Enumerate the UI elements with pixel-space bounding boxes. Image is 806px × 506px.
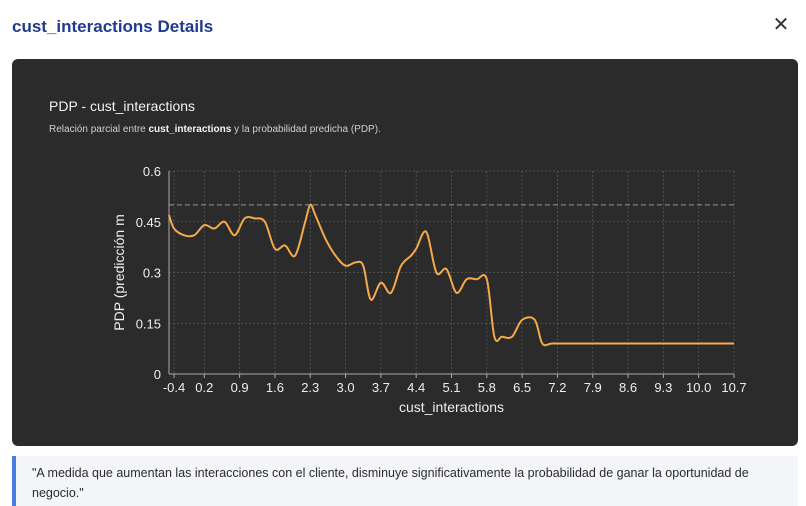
x-tick-label: 3.0 (337, 380, 355, 395)
dialog-title: cust_interactions Details (12, 17, 214, 36)
dialog-header: cust_interactions Details ✕ (0, 0, 806, 58)
x-axis-label: cust_interactions (399, 399, 504, 415)
y-axis-label: PDP (predicción m (111, 214, 127, 330)
chart-subtitle: Relación parcial entre cust_interactions… (49, 124, 381, 135)
x-tick-label: 5.8 (478, 380, 496, 395)
pdp-chart: 0 0.15 0.3 0.45 0.6 -0.4 0.2 0.9 1.6 2.3 3.0 3.7 4.4… (111, 164, 747, 415)
x-tick-label: 0.2 (195, 380, 213, 395)
close-icon[interactable]: ✕ (772, 14, 790, 36)
chart-title: PDP - cust_interactions (49, 98, 196, 114)
pdp-series-line (168, 203, 734, 347)
x-tick-label: 6.5 (513, 380, 531, 395)
chart-subtitle-suffix: y la probabilidad predicha (PDP). (231, 124, 381, 135)
x-tick-label: 1.6 (266, 380, 284, 395)
x-tick-label: 7.9 (584, 380, 602, 395)
x-tick-label: 7.2 (548, 380, 566, 395)
x-tick-label: 10.7 (721, 380, 746, 395)
x-tick-label: 3.7 (372, 380, 390, 395)
x-tick-label: -0.4 (163, 380, 185, 395)
x-tick-label: 2.3 (301, 380, 319, 395)
y-tick-label: 0.3 (143, 266, 161, 281)
x-tick-label: 0.9 (231, 380, 249, 395)
y-tick-label: 0.6 (143, 164, 161, 179)
x-tick-label: 10.0 (686, 380, 711, 395)
insight-note: "A medida que aumentan las interacciones… (12, 456, 798, 506)
y-tick-label: 0 (154, 367, 161, 382)
y-tick-label: 0.15 (136, 316, 161, 331)
chart-subtitle-bold: cust_interactions (148, 124, 232, 135)
x-tick-label: 9.3 (654, 380, 672, 395)
chart-subtitle-prefix: Relación parcial entre (49, 124, 149, 135)
chart-card: PDP - cust_interactions Relación parcial… (12, 59, 798, 446)
y-tick-label: 0.45 (136, 215, 161, 230)
x-tick-label: 4.4 (407, 380, 425, 395)
x-tick-label: 8.6 (619, 380, 637, 395)
x-tick-label: 5.1 (442, 380, 460, 395)
